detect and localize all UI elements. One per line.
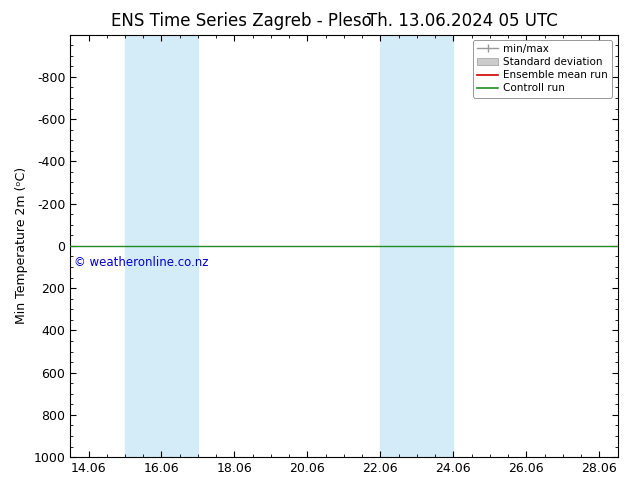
Text: ENS Time Series Zagreb - Pleso: ENS Time Series Zagreb - Pleso bbox=[110, 12, 372, 30]
Text: © weatheronline.co.nz: © weatheronline.co.nz bbox=[74, 256, 209, 270]
Legend: min/max, Standard deviation, Ensemble mean run, Controll run: min/max, Standard deviation, Ensemble me… bbox=[473, 40, 612, 98]
Text: Th. 13.06.2024 05 UTC: Th. 13.06.2024 05 UTC bbox=[368, 12, 558, 30]
Y-axis label: Min Temperature 2m (ᵒC): Min Temperature 2m (ᵒC) bbox=[15, 167, 28, 324]
Bar bbox=[380, 35, 453, 457]
Bar bbox=[125, 35, 198, 457]
